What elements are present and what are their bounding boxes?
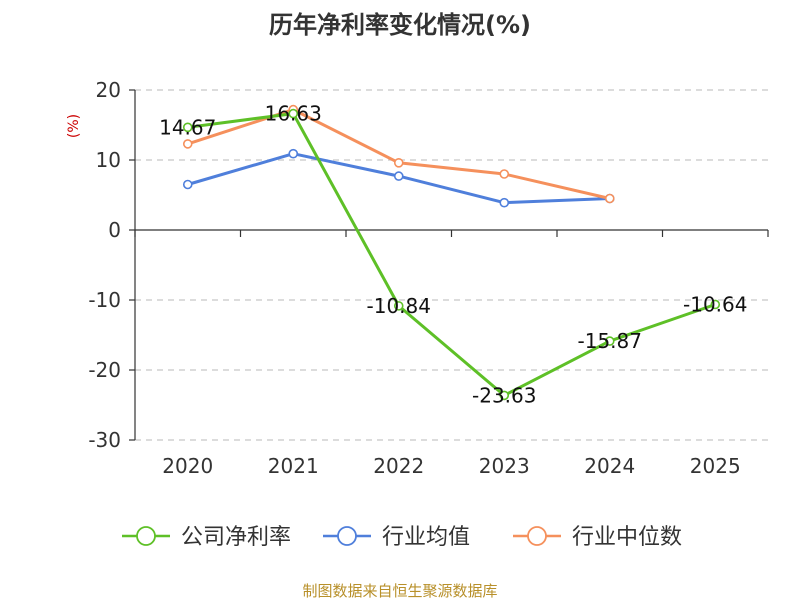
x-tick-label: 2022 (373, 454, 424, 478)
series-point-0 (393, 301, 404, 311)
series-group (182, 104, 721, 401)
series-point-0 (710, 299, 721, 310)
x-tick-label: 2020 (162, 454, 213, 478)
legend[interactable]: 公司净利率 行业均值 行业中位数 (122, 525, 682, 550)
y-tick-label: 0 (108, 218, 121, 242)
legend-marker (527, 526, 547, 546)
series-point-2 (182, 139, 193, 149)
footer-source: 制图数据来自恒生聚源数据库 (302, 582, 497, 600)
data-labels: 14.67 16.63 -10.84 -23.63 -15.87 -10.64 (159, 102, 747, 408)
y-tick-label: -30 (88, 428, 121, 452)
data-label: 16.63 (265, 102, 322, 126)
x-tick-label: 2024 (584, 454, 635, 478)
y-tick-label: -10 (88, 288, 121, 312)
legend-marker (337, 526, 357, 546)
data-label: -10.64 (683, 292, 747, 316)
legend-label: 公司净利率 (181, 525, 291, 550)
y-tick-label: -20 (88, 358, 121, 382)
series-point-0 (604, 336, 615, 346)
series-point-0 (499, 390, 510, 401)
series-line-0 (187, 112, 716, 397)
x-tick-label: 2023 (479, 454, 530, 478)
data-label: -15.87 (578, 329, 642, 353)
tick-labels: 20 10 0 -10 -20 -30 2020 2021 2022 2023 2024 2025 (88, 78, 740, 478)
chart-title: 历年净利率变化情况(%) (269, 11, 531, 39)
legend-label: 行业均值 (382, 525, 470, 550)
axes (129, 89, 769, 441)
data-label: 14.67 (159, 115, 216, 139)
y-axis-label: (%) (66, 114, 82, 138)
x-tick-label: 2025 (690, 454, 741, 478)
legend-marker (136, 526, 156, 546)
series-point-1 (182, 179, 193, 190)
series-point-2 (393, 158, 404, 168)
data-label: -10.84 (367, 294, 431, 318)
y-tick-label: 20 (96, 78, 121, 102)
series-point-2 (604, 193, 615, 204)
series-point-0 (182, 122, 193, 133)
series-point-1 (499, 197, 510, 208)
series-point-1 (288, 148, 299, 159)
y-tick-label: 10 (96, 148, 121, 172)
data-label: -23.63 (472, 383, 536, 407)
series-point-2 (499, 169, 510, 179)
legend-label: 行业中位数 (572, 525, 682, 550)
x-tick-label: 2021 (268, 454, 319, 478)
series-point-1 (393, 171, 404, 181)
grid-lines (135, 89, 768, 441)
series-point-0 (288, 108, 299, 119)
series-line-2 (187, 108, 611, 200)
